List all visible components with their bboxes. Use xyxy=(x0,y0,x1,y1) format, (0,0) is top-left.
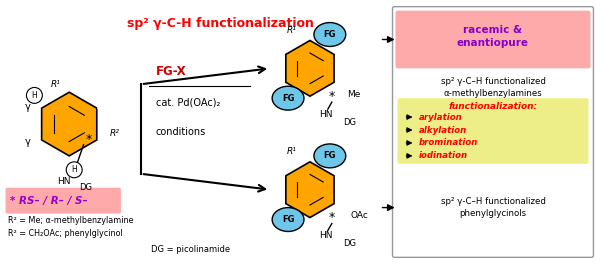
Text: FG: FG xyxy=(323,151,336,160)
Text: FG: FG xyxy=(282,215,295,224)
Text: R² = Me; α-methylbenzylamine: R² = Me; α-methylbenzylamine xyxy=(8,216,133,225)
Polygon shape xyxy=(286,40,334,96)
Text: R¹: R¹ xyxy=(287,26,297,35)
Text: *: * xyxy=(329,211,335,224)
Text: R¹: R¹ xyxy=(287,147,297,156)
FancyBboxPatch shape xyxy=(397,98,589,164)
Text: DG: DG xyxy=(343,117,356,126)
Text: H: H xyxy=(71,165,77,174)
Ellipse shape xyxy=(314,23,346,46)
Text: sp² γ-C–H functionalized: sp² γ-C–H functionalized xyxy=(440,197,545,206)
Ellipse shape xyxy=(272,208,304,232)
Text: R¹: R¹ xyxy=(50,80,60,89)
Text: sp² γ-C–H functionalized: sp² γ-C–H functionalized xyxy=(440,77,545,86)
Text: R² = CH₂OAc; phenylglycinol: R² = CH₂OAc; phenylglycinol xyxy=(8,229,122,238)
Text: functionalization:: functionalization: xyxy=(448,102,538,111)
Text: *: * xyxy=(329,90,335,103)
Text: *: * xyxy=(85,134,91,147)
Text: bromination: bromination xyxy=(418,138,478,147)
Text: phenylglycinols: phenylglycinols xyxy=(460,209,527,218)
Text: FG: FG xyxy=(282,94,295,103)
Text: DG = picolinamide: DG = picolinamide xyxy=(151,245,230,254)
FancyBboxPatch shape xyxy=(395,11,590,68)
Text: alkylation: alkylation xyxy=(418,125,467,135)
Text: iodination: iodination xyxy=(418,151,467,160)
Ellipse shape xyxy=(26,87,43,103)
Text: γ: γ xyxy=(25,102,31,111)
Text: * RS– / R– / S–: * RS– / R– / S– xyxy=(10,196,87,206)
FancyBboxPatch shape xyxy=(5,188,121,214)
Text: racemic &
enantiopure: racemic & enantiopure xyxy=(457,25,529,48)
Text: HN: HN xyxy=(319,231,332,240)
Ellipse shape xyxy=(66,162,82,178)
Polygon shape xyxy=(41,92,97,156)
Text: HN: HN xyxy=(58,177,71,186)
Text: FG-X: FG-X xyxy=(156,65,187,78)
Text: H: H xyxy=(32,91,37,100)
Text: HN: HN xyxy=(319,110,332,119)
Text: R²: R² xyxy=(110,129,120,138)
Ellipse shape xyxy=(272,86,304,110)
Text: conditions: conditions xyxy=(156,127,206,137)
Text: γ: γ xyxy=(25,136,31,147)
Polygon shape xyxy=(286,162,334,218)
Text: OAc: OAc xyxy=(351,211,368,220)
Text: FG: FG xyxy=(323,30,336,39)
Text: Me: Me xyxy=(347,90,361,99)
Text: cat. Pd(OAc)₂: cat. Pd(OAc)₂ xyxy=(156,97,220,107)
Ellipse shape xyxy=(314,144,346,168)
Text: DG: DG xyxy=(79,183,92,192)
Text: sp² γ-C-H functionalization: sp² γ-C-H functionalization xyxy=(127,17,314,30)
Text: α-methylbenzylamines: α-methylbenzylamines xyxy=(443,89,542,98)
Text: DG: DG xyxy=(343,239,356,248)
Text: arylation: arylation xyxy=(418,112,462,122)
FancyBboxPatch shape xyxy=(392,7,593,257)
